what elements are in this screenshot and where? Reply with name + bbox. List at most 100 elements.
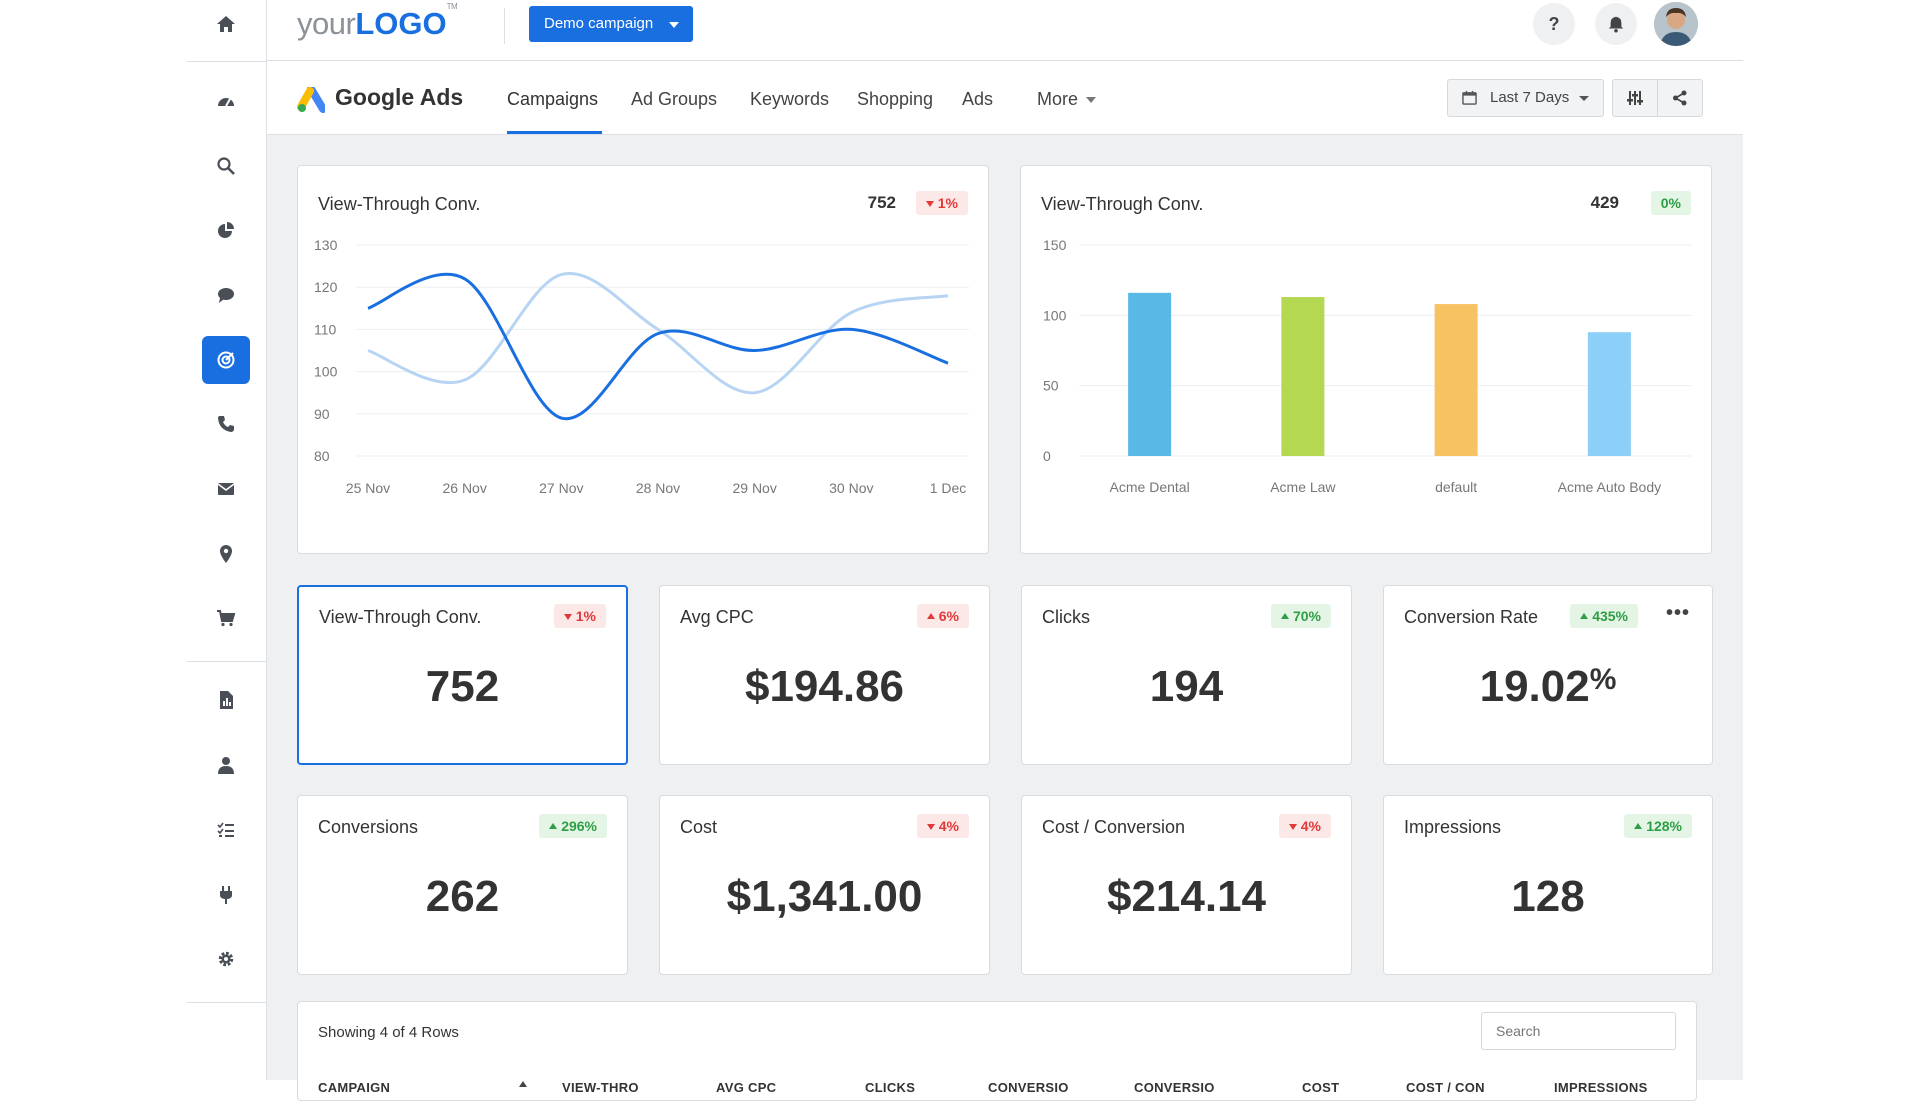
x-tick-label: 26 Nov [442,480,486,496]
line-chart-total: 752 [867,193,896,212]
sidebar [187,0,267,1080]
x-tick-label: 28 Nov [636,480,680,496]
y-tick-label: 90 [314,406,330,422]
bar [1128,292,1172,456]
kpi-value: 752 [425,662,500,711]
tab-campaigns[interactable]: Campaigns [507,89,599,109]
kpi-change-badge: 128% [1624,814,1692,838]
kpi-card-cost[interactable]: Cost 4% $1,341.00 [659,795,990,975]
brand-logo[interactable]: yourLOGOTM [297,1,458,41]
google-ads-logo-icon [297,87,325,113]
task-list-icon[interactable] [202,806,250,854]
kpi-card-conversion-rate[interactable]: Conversion Rate 435% ••• 19.02% [1383,585,1713,765]
bar-chart-change-badge: 0% [1650,191,1691,215]
series-line-0 [367,272,949,421]
kpi-label: Cost / Conversion [1042,817,1186,837]
target-icon[interactable] [202,336,250,384]
sliders-icon [1627,91,1643,105]
date-range-selector[interactable]: Last 7 Days [1447,79,1604,117]
column-header-avg-cpc[interactable]: AVG CPC [716,1080,777,1095]
line-chart-card: View-Through Conv. 752 1% 80 90 100 110 120 1… [297,165,989,554]
mail-icon[interactable] [202,465,250,513]
kpi-card-conversions[interactable]: Conversions 296% 262 [297,795,628,975]
app-root: yourLOGOTM Demo campaign ? [187,0,1743,1101]
x-tick-label: Acme Dental [1110,479,1190,495]
share-icon [1673,90,1687,106]
campaign-selector-button[interactable]: Demo campaign [529,6,694,42]
chevron-down-icon [1086,97,1097,104]
location-pin-icon[interactable] [202,530,250,578]
line-chart-title: View-Through Conv. [318,194,481,214]
column-header-conversion-rate[interactable]: CONVERSIO [1134,1080,1215,1095]
cart-icon[interactable] [202,594,250,642]
kpi-value: 19.02% [1479,662,1617,711]
kpi-card-clicks[interactable]: Clicks 70% 194 [1021,585,1352,765]
column-header-cost-per-conversion[interactable]: COST / CON [1406,1080,1485,1095]
kpi-card-avg-cpc[interactable]: Avg CPC 6% $194.86 [659,585,990,765]
x-tick-label: Acme Auto Body [1558,479,1662,495]
arrow-up-icon [1280,613,1289,619]
kpi-card-impressions[interactable]: Impressions 128% 128 [1383,795,1713,975]
column-header-cost[interactable]: COST [1302,1080,1340,1095]
column-header-clicks[interactable]: CLICKS [865,1080,916,1095]
arrow-up-icon [926,613,935,619]
campaign-selector-label: Demo campaign [544,15,654,32]
tab-ads[interactable]: Ads [962,89,994,109]
filter-settings-button[interactable] [1612,79,1658,117]
series-line-1 [367,271,949,395]
tab-keywords[interactable]: Keywords [750,89,830,109]
notifications-button[interactable] [1595,3,1637,45]
tab-more[interactable]: More [1037,89,1097,110]
share-button[interactable] [1657,79,1703,117]
chat-icon[interactable] [202,271,250,319]
pie-chart-icon[interactable] [202,207,250,255]
bar [1434,304,1478,456]
sort-asc-icon[interactable] [518,1080,528,1088]
kpi-card-cost-per-conversion[interactable]: Cost / Conversion 4% $214.14 [1021,795,1352,975]
report-icon[interactable] [202,676,250,724]
table-search-input[interactable] [1481,1012,1676,1050]
plug-icon[interactable] [202,871,250,919]
column-header-campaign[interactable]: CAMPAIGN [318,1080,391,1095]
y-tick-label: 0 [1043,448,1051,464]
column-header-conversions[interactable]: CONVERSIO [988,1080,1069,1095]
kpi-label: Conversion Rate [1404,607,1539,627]
home-icon[interactable] [202,0,250,48]
logo-separator [504,8,505,44]
kpi-change-badge: 6% [916,604,969,628]
more-options-icon[interactable]: ••• [1665,602,1690,624]
kpi-value: 194 [1149,662,1224,711]
user-icon[interactable] [202,741,250,789]
tab-shopping[interactable]: Shopping [857,89,934,109]
dashboard-icon[interactable] [202,78,250,126]
y-tick-label: 150 [1043,237,1067,253]
help-button[interactable]: ? [1533,3,1575,45]
campaign-table-card: Showing 4 of 4 Rows CAMPAIGN VIEW-THRO A… [297,1001,1697,1101]
y-tick-label: 120 [314,279,338,295]
sidebar-divider [187,1002,267,1003]
bar [1587,332,1631,456]
y-tick-label: 80 [314,448,330,464]
date-range-label: Last 7 Days [1490,89,1570,106]
kpi-label: View-Through Conv. [319,607,482,627]
kpi-label: Conversions [318,817,419,837]
avatar[interactable] [1654,2,1698,46]
dashboard-content: View-Through Conv. 752 1% 80 90 100 110 120 1… [267,135,1743,1101]
column-header-view-through[interactable]: VIEW-THRO [562,1080,639,1095]
gear-icon[interactable] [202,935,250,983]
kpi-change-badge: 296% [539,814,607,838]
search-icon[interactable] [202,142,250,190]
arrow-down-icon [563,614,572,620]
chevron-down-icon [669,22,680,28]
bar-chart-card: View-Through Conv. 429 0% 0 50 100 150 Acme … [1020,165,1712,554]
kpi-value: 262 [425,872,500,921]
kpi-label: Cost [680,817,718,837]
column-header-impressions[interactable]: IMPRESSIONS [1554,1080,1648,1095]
phone-icon[interactable] [202,400,250,448]
kpi-label: Avg CPC [680,607,754,627]
tab-ad-groups[interactable]: Ad Groups [631,89,718,109]
kpi-card-view-through-conv[interactable]: View-Through Conv. 1% 752 [297,585,628,765]
rows-info: Showing 4 of 4 Rows [318,1024,459,1041]
chevron-down-icon [1579,96,1589,101]
x-tick-label: 29 Nov [732,480,776,496]
